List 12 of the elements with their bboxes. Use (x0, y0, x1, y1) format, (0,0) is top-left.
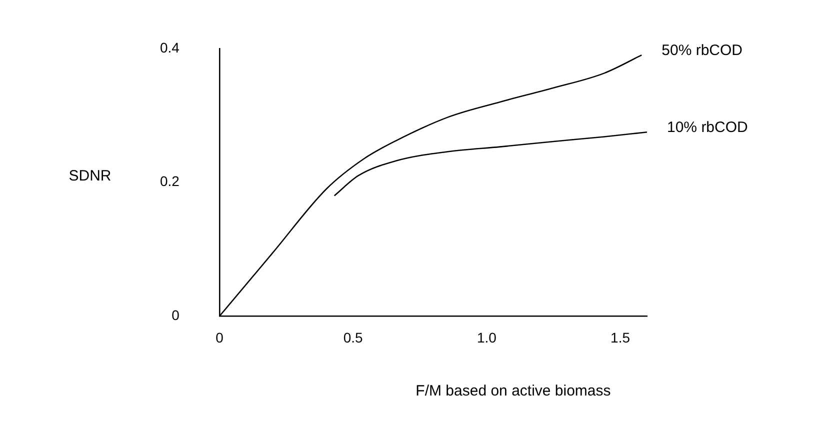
series-label: 10% rbCOD (667, 119, 748, 136)
y-axis-title: SDNR (68, 167, 112, 184)
y-tick-label: 0.2 (160, 173, 180, 190)
x-tick-label: 0 (216, 329, 224, 346)
y-tick-label: 0.4 (160, 39, 180, 56)
x-tick-label: 1.0 (476, 329, 497, 346)
x-tick-label: 1.5 (610, 329, 630, 346)
y-tick-label: 0 (172, 307, 180, 324)
line-series (334, 131, 647, 196)
x-tick-label: 0.5 (343, 329, 364, 346)
x-axis-title: F/M based on active biomass (416, 382, 611, 400)
series-label: 50% rbCOD (662, 42, 743, 60)
